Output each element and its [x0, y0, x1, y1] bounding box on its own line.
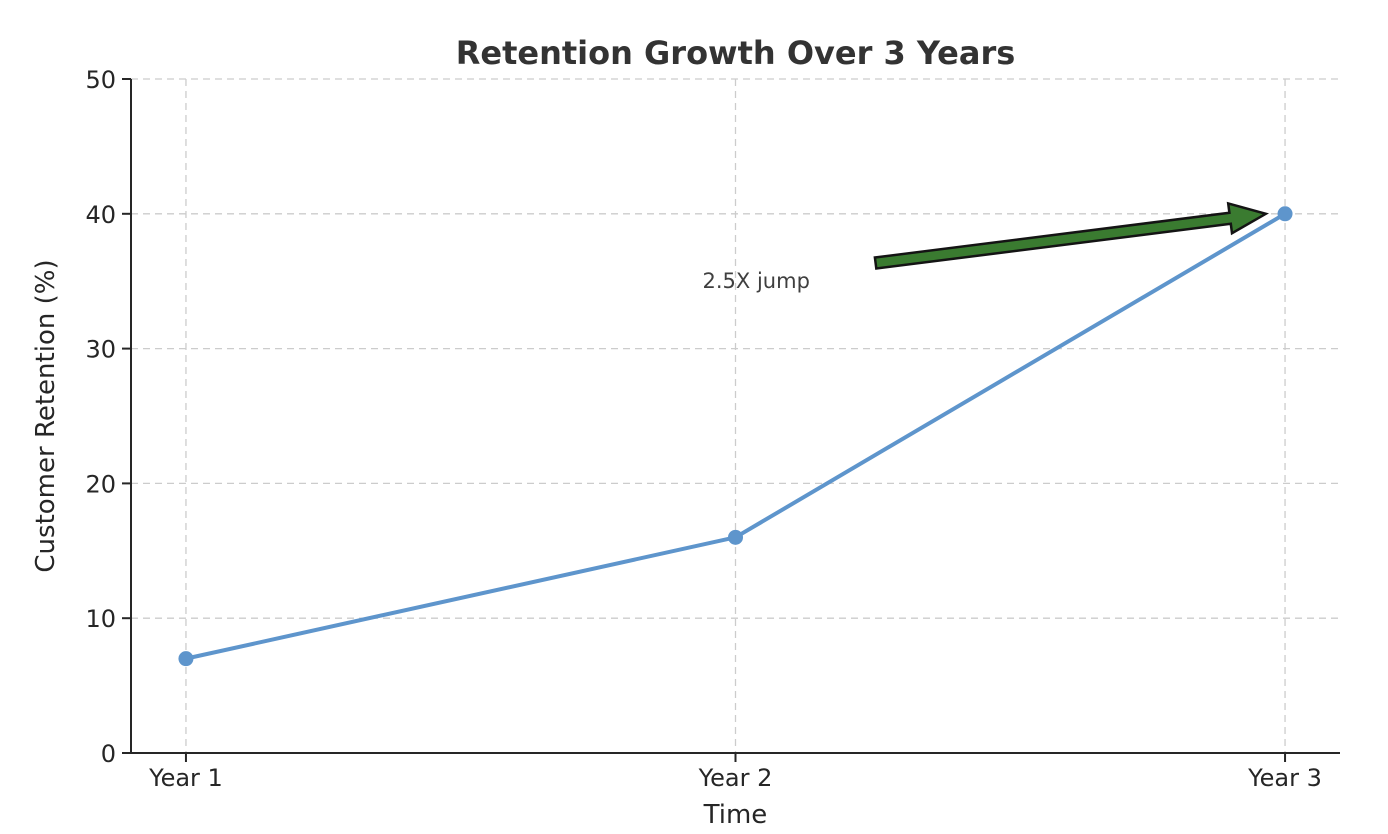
x-tick-label: Year 3: [1247, 764, 1322, 792]
x-tick-label: Year 2: [698, 764, 773, 792]
data-point-marker: [178, 651, 194, 667]
chart-title: Retention Growth Over 3 Years: [455, 34, 1016, 72]
y-tick-label: 50: [85, 66, 116, 94]
y-tick-label: 10: [85, 605, 116, 633]
data-point-marker: [1277, 206, 1293, 222]
y-tick-label: 0: [101, 740, 116, 768]
annotation-arrow: [873, 201, 1270, 270]
x-tick-label: Year 1: [148, 764, 223, 792]
x-axis-label: Time: [703, 800, 768, 830]
data-point-marker: [728, 529, 743, 545]
y-tick-label: 30: [85, 336, 116, 364]
annotation-text: 2.5X jump: [703, 269, 810, 293]
y-axis-label: Customer Retention (%): [31, 259, 61, 572]
y-tick-label: 20: [85, 470, 116, 498]
y-tick-label: 40: [85, 201, 116, 229]
